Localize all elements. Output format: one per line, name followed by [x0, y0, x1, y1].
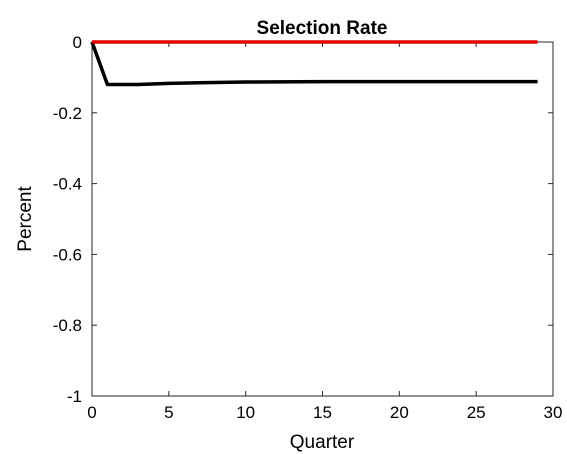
y-tick-label: -0.4	[53, 175, 82, 194]
y-tick-label: 0	[73, 33, 82, 52]
y-tick-label: -1	[67, 387, 82, 406]
x-tick-label: 30	[544, 403, 563, 422]
x-tick-label: 25	[467, 403, 486, 422]
x-tick-label: 15	[313, 403, 332, 422]
y-tick-label: -0.2	[53, 104, 82, 123]
series-line-1	[90, 41, 538, 87]
plot-area	[91, 41, 554, 397]
x-tick-label: 5	[164, 403, 173, 422]
x-tick-label: 10	[236, 403, 255, 422]
x-tick-label: 0	[87, 403, 96, 422]
x-axis-label: Quarter	[290, 432, 355, 453]
y-tick-label: -0.8	[53, 316, 82, 335]
x-tick-label: 20	[390, 403, 409, 422]
series-group	[90, 40, 538, 87]
chart-title: Selection Rate	[257, 18, 388, 39]
axis-ticks: 0 5 10 15 20 25 30 0 -0.2 -0.4 -0.6 -0.8 -1	[53, 33, 563, 422]
y-axis-label: Percent	[15, 186, 36, 252]
y-tick-label: -0.6	[53, 245, 82, 264]
